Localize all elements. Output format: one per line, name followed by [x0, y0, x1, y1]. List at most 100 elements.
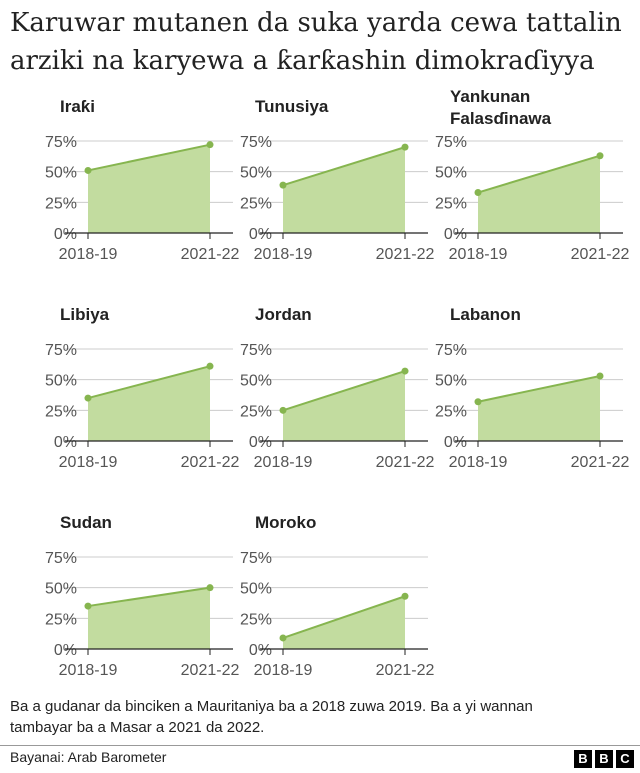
panel-title-jordan: Jordan — [255, 305, 312, 324]
panel-ira-i: Iraƙi 0% 25% 50% 75% 2018-19 2021-22 — [45, 97, 239, 263]
series-line — [477, 154, 601, 194]
series-line — [87, 365, 211, 400]
panel-title-labanon: Labanon — [450, 305, 521, 324]
y-tick-label: 0% — [444, 226, 467, 243]
data-point-2018-19 — [84, 394, 92, 402]
x-tick-label: 2018-19 — [254, 454, 313, 471]
data-point-2021-22 — [596, 372, 604, 380]
x-tick-label: 2021-22 — [181, 662, 240, 679]
x-tick-label: 2021-22 — [376, 246, 435, 263]
data-point-2021-22 — [206, 141, 214, 149]
area-fill — [283, 371, 405, 441]
y-tick-label: 75% — [240, 134, 272, 151]
data-point-2018-19 — [474, 189, 482, 197]
source-label: Bayanai: Arab Barometer — [10, 749, 167, 765]
data-point-2018-19 — [279, 406, 287, 414]
panel-sudan: Sudan 0% 25% 50% 75% 2018-19 2021-22 — [45, 513, 239, 679]
data-point-2021-22 — [206, 584, 214, 592]
y-tick-label: 0% — [249, 642, 272, 659]
logo-letter-1: B — [574, 750, 592, 768]
data-point-2021-22 — [401, 592, 409, 600]
panel-title-yankunan-falas-inawa: Yankunan Falasɗinawa — [450, 87, 552, 128]
y-tick-label: 50% — [240, 373, 272, 390]
series-line — [282, 146, 406, 187]
y-tick-label: 25% — [45, 611, 77, 628]
area-fill — [478, 375, 600, 441]
y-tick-label: 25% — [240, 611, 272, 628]
area-fill — [88, 144, 210, 233]
y-tick-label: 50% — [45, 581, 77, 598]
x-tick-label: 2018-19 — [59, 454, 118, 471]
y-tick-label: 25% — [435, 195, 467, 212]
panel-title-tunusiya: Tunusiya — [255, 97, 329, 116]
series-line — [87, 143, 211, 172]
y-tick-label: 25% — [240, 403, 272, 420]
x-tick-label: 2021-22 — [376, 454, 435, 471]
x-tick-label: 2018-19 — [254, 246, 313, 263]
x-tick-label: 2018-19 — [254, 662, 313, 679]
chart-title: Karuwar mutanen da suka yarda cewa tatta… — [10, 8, 622, 76]
y-tick-label: 75% — [435, 342, 467, 359]
y-tick-label: 75% — [45, 134, 77, 151]
y-tick-label: 75% — [45, 550, 77, 567]
y-tick-label: 25% — [240, 195, 272, 212]
y-tick-label: 75% — [45, 342, 77, 359]
y-tick-label: 25% — [45, 195, 77, 212]
x-tick-label: 2018-19 — [449, 454, 508, 471]
area-fill — [283, 147, 405, 233]
y-tick-label: 25% — [435, 403, 467, 420]
y-tick-label: 50% — [240, 581, 272, 598]
y-tick-label: 25% — [45, 403, 77, 420]
footnote: Ba a gudanar da binciken a Mauritaniya b… — [10, 698, 533, 736]
panel-title-moroko: Moroko — [255, 513, 316, 532]
y-tick-label: 0% — [54, 642, 77, 659]
area-fill — [478, 155, 600, 233]
x-tick-label: 2018-19 — [449, 246, 508, 263]
logo-letter-2: B — [595, 750, 613, 768]
panel-title-sudan: Sudan — [60, 513, 112, 532]
y-tick-label: 0% — [444, 434, 467, 451]
panel-moroko: Moroko 0% 25% 50% 75% 2018-19 2021-22 — [240, 513, 434, 679]
data-point-2018-19 — [474, 398, 482, 406]
series-line — [282, 370, 406, 412]
series-line — [87, 586, 211, 608]
y-tick-label: 0% — [249, 226, 272, 243]
data-point-2018-19 — [279, 181, 287, 189]
data-point-2021-22 — [206, 362, 214, 370]
data-point-2018-19 — [84, 166, 92, 174]
data-point-2018-19 — [84, 602, 92, 610]
x-tick-label: 2018-19 — [59, 246, 118, 263]
data-point-2021-22 — [401, 143, 409, 151]
x-tick-label: 2021-22 — [376, 662, 435, 679]
bbc-logo: B B C — [574, 750, 634, 768]
panel-labanon: Labanon 0% 25% 50% 75% 2018-19 2021-22 — [435, 305, 629, 471]
y-tick-label: 75% — [240, 342, 272, 359]
data-point-2021-22 — [401, 367, 409, 375]
y-tick-label: 50% — [435, 165, 467, 182]
panel-libiya: Libiya 0% 25% 50% 75% 2018-19 2021-22 — [45, 305, 239, 471]
series-line — [282, 595, 406, 639]
x-tick-label: 2021-22 — [181, 454, 240, 471]
x-tick-label: 2021-22 — [571, 454, 630, 471]
y-tick-label: 50% — [45, 373, 77, 390]
y-tick-label: 50% — [45, 165, 77, 182]
data-point-2018-19 — [279, 634, 287, 642]
panel-title-ira-i: Iraƙi — [60, 97, 95, 116]
y-tick-label: 75% — [240, 550, 272, 567]
y-tick-label: 0% — [249, 434, 272, 451]
logo-letter-3: C — [616, 750, 634, 768]
series-line — [477, 375, 601, 403]
y-tick-label: 75% — [435, 134, 467, 151]
panel-title-libiya: Libiya — [60, 305, 110, 324]
x-tick-label: 2021-22 — [181, 246, 240, 263]
x-tick-label: 2018-19 — [59, 662, 118, 679]
area-fill — [88, 587, 210, 649]
panel-jordan: Jordan 0% 25% 50% 75% 2018-19 2021-22 — [240, 305, 434, 471]
panel-yankunan-falas-inawa: Yankunan Falasɗinawa 0% 25% 50% 75% 2018-19 202… — [435, 87, 629, 263]
area-fill — [88, 366, 210, 441]
x-tick-label: 2021-22 — [571, 246, 630, 263]
y-tick-label: 50% — [435, 373, 467, 390]
y-tick-label: 0% — [54, 226, 77, 243]
y-tick-label: 50% — [240, 165, 272, 182]
